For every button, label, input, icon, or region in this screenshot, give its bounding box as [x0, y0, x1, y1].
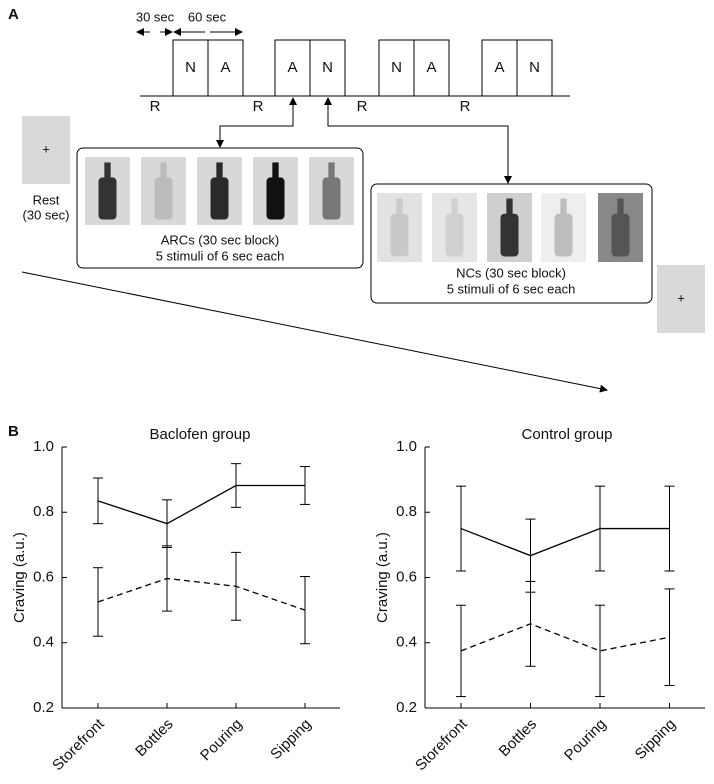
- fixation: +: [677, 290, 685, 305]
- bottle-neck: [560, 198, 567, 216]
- y-axis-label: Craving (a.u.): [11, 532, 28, 623]
- block-label: N: [391, 59, 402, 76]
- block: [274, 39, 311, 97]
- y-tick-label: 0.4: [396, 634, 417, 651]
- bottle: [210, 177, 229, 220]
- rest-marker: R: [357, 98, 368, 115]
- y-tick-label: 0.4: [33, 634, 54, 651]
- block: [378, 39, 415, 97]
- bottle: [554, 213, 573, 257]
- connector: [324, 97, 509, 150]
- panel-label: B: [8, 423, 19, 440]
- panel-label: A: [8, 6, 19, 23]
- bottle: [98, 177, 117, 220]
- rest-label: (30 sec): [23, 207, 70, 222]
- y-tick-label: 1.0: [396, 438, 417, 455]
- bottle-neck: [104, 162, 111, 180]
- chart-title: Baclofen group: [150, 426, 251, 443]
- series-line: [460, 527, 670, 557]
- bottle: [390, 213, 409, 257]
- bottle: [322, 177, 341, 220]
- block-label: N: [529, 59, 540, 76]
- x-tick-label: Bottles: [496, 716, 540, 760]
- fixation-screen: [657, 265, 705, 333]
- chart-title: Control group: [522, 426, 613, 443]
- bottle: [154, 177, 173, 220]
- nc-caption: NCs (30 sec block): [456, 265, 566, 280]
- x-tick-label: Storefront: [49, 715, 108, 774]
- bottle-neck: [272, 162, 279, 180]
- rest-label: Rest: [33, 192, 60, 207]
- block: [413, 39, 450, 97]
- bottle-neck: [617, 198, 624, 216]
- y-tick-label: 0.2: [33, 699, 54, 716]
- block: [172, 39, 209, 97]
- bottle-neck: [216, 162, 223, 180]
- rest-marker: R: [253, 98, 264, 115]
- block-label: A: [287, 59, 297, 76]
- bottle-neck: [160, 162, 167, 180]
- block-label: A: [220, 59, 230, 76]
- block: [207, 39, 244, 97]
- time-arrow: [21, 271, 608, 393]
- y-tick-label: 1.0: [33, 438, 54, 455]
- y-tick-label: 0.8: [396, 503, 417, 520]
- x-tick-label: Sipping: [632, 716, 679, 763]
- chart: Control group Craving (a.u.) 0.2 0.4 0.6 0.8 1…: [374, 426, 705, 774]
- series-line: [460, 623, 670, 652]
- block: [309, 39, 346, 97]
- block: [481, 39, 518, 97]
- rest-marker: R: [460, 98, 471, 115]
- y-tick-label: 0.6: [33, 568, 54, 585]
- block-sequence: N A A N N A A N R R R R: [150, 39, 553, 115]
- block-label: N: [322, 59, 333, 76]
- bottle-neck: [396, 198, 403, 216]
- chart: Baclofen group Craving (a.u.) 0.2 0.4 0.6 0.8…: [11, 426, 340, 774]
- bottle-neck: [328, 162, 335, 180]
- nc-caption: 5 stimuli of 6 sec each: [447, 281, 576, 296]
- y-tick-label: 0.8: [33, 503, 54, 520]
- x-tick-label: Sipping: [267, 716, 314, 763]
- arc-caption: 5 stimuli of 6 sec each: [156, 248, 285, 263]
- block-label: N: [185, 59, 196, 76]
- bottle: [500, 213, 519, 257]
- fixation-screen: [22, 116, 70, 184]
- bottle: [266, 177, 285, 220]
- bottle-neck: [506, 198, 513, 216]
- arc-images: [85, 157, 354, 225]
- y-tick-label: 0.6: [396, 568, 417, 585]
- block-label: A: [426, 59, 436, 76]
- bottle: [445, 213, 464, 257]
- timing-label: 30 sec: [136, 9, 175, 24]
- block: [516, 39, 553, 97]
- x-tick-label: Pouring: [561, 716, 610, 765]
- x-tick-label: Bottles: [132, 716, 176, 760]
- x-tick-label: Pouring: [197, 716, 246, 765]
- series-line: [97, 484, 305, 525]
- nc-images: [377, 193, 643, 262]
- series-line: [97, 577, 306, 611]
- y-tick-label: 0.2: [396, 699, 417, 716]
- bottle: [611, 213, 630, 257]
- fixation: +: [42, 141, 50, 156]
- bottle-neck: [451, 198, 458, 216]
- rest-marker: R: [150, 98, 161, 115]
- block-label: A: [494, 59, 504, 76]
- timing-label: 60 sec: [188, 9, 227, 24]
- x-tick-label: Storefront: [412, 715, 471, 774]
- y-axis-label: Craving (a.u.): [374, 532, 391, 623]
- arc-caption: ARCs (30 sec block): [161, 232, 279, 247]
